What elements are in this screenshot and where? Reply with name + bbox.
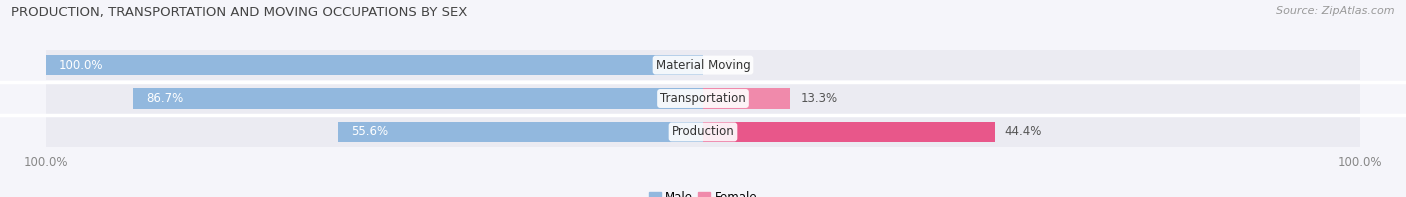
- Text: 13.3%: 13.3%: [800, 92, 838, 105]
- Text: Transportation: Transportation: [661, 92, 745, 105]
- Text: Material Moving: Material Moving: [655, 59, 751, 72]
- Bar: [134, 88, 703, 109]
- Text: 55.6%: 55.6%: [352, 125, 388, 138]
- Legend: Male, Female: Male, Female: [644, 186, 762, 197]
- Text: Source: ZipAtlas.com: Source: ZipAtlas.com: [1277, 6, 1395, 16]
- Text: Production: Production: [672, 125, 734, 138]
- Text: 86.7%: 86.7%: [146, 92, 184, 105]
- Text: 44.4%: 44.4%: [1004, 125, 1042, 138]
- Bar: [703, 88, 790, 109]
- Text: PRODUCTION, TRANSPORTATION AND MOVING OCCUPATIONS BY SEX: PRODUCTION, TRANSPORTATION AND MOVING OC…: [11, 6, 468, 19]
- Text: 0.0%: 0.0%: [713, 59, 742, 72]
- Bar: [46, 55, 703, 75]
- Bar: [46, 84, 1360, 113]
- Bar: [703, 122, 994, 142]
- Bar: [46, 50, 1360, 80]
- Bar: [46, 117, 1360, 147]
- Bar: [337, 122, 703, 142]
- Text: 100.0%: 100.0%: [59, 59, 104, 72]
